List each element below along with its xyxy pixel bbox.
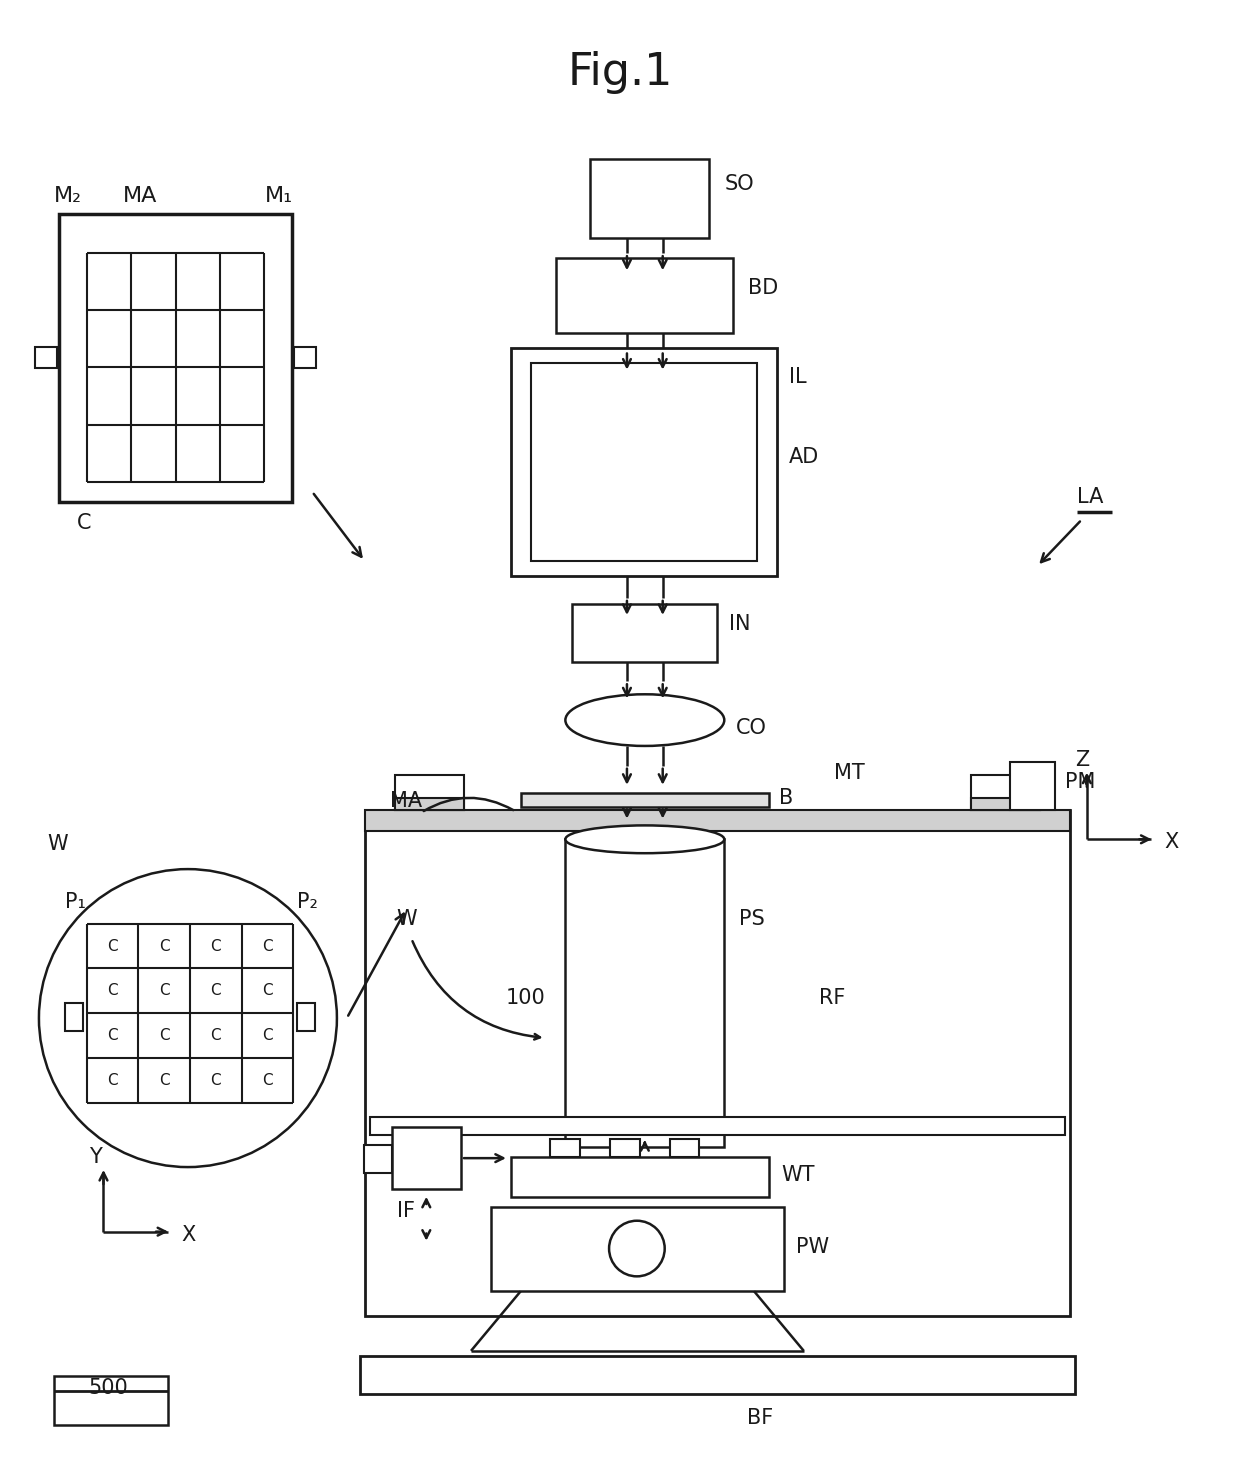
- Text: Z: Z: [1075, 750, 1089, 770]
- Bar: [521, 792, 769, 807]
- Text: C: C: [159, 984, 170, 999]
- Text: W: W: [47, 834, 67, 854]
- Text: C: C: [107, 938, 118, 953]
- Text: PW: PW: [796, 1236, 828, 1256]
- Text: LA: LA: [1076, 486, 1104, 507]
- Text: C: C: [77, 514, 92, 533]
- Text: C: C: [107, 984, 118, 999]
- Bar: [64, 1003, 83, 1031]
- Bar: [573, 604, 718, 661]
- Text: AD: AD: [789, 446, 820, 467]
- Text: C: C: [262, 1028, 273, 1043]
- Text: C: C: [262, 984, 273, 999]
- Text: C: C: [262, 1072, 273, 1087]
- Text: BF: BF: [748, 1408, 774, 1429]
- Bar: [363, 1145, 392, 1173]
- Text: MT: MT: [833, 763, 864, 782]
- Bar: [35, 346, 57, 368]
- Bar: [551, 1139, 580, 1158]
- Text: SO: SO: [724, 174, 754, 194]
- Text: C: C: [107, 1072, 118, 1087]
- Text: PM: PM: [1065, 772, 1095, 791]
- Text: X: X: [1164, 832, 1178, 853]
- Text: Fig.1: Fig.1: [568, 52, 672, 94]
- Text: IF: IF: [398, 1200, 415, 1221]
- Text: MA: MA: [389, 791, 422, 810]
- Text: X: X: [181, 1224, 195, 1245]
- Bar: [394, 775, 464, 810]
- Bar: [971, 775, 1040, 810]
- Bar: [491, 1206, 784, 1292]
- Text: IN: IN: [729, 614, 750, 633]
- Text: C: C: [211, 1028, 221, 1043]
- Text: PS: PS: [739, 909, 765, 929]
- Text: C: C: [211, 984, 221, 999]
- Bar: [511, 1158, 769, 1198]
- Circle shape: [609, 1221, 665, 1276]
- Text: MA: MA: [123, 186, 157, 206]
- Text: C: C: [211, 938, 221, 953]
- Bar: [370, 1118, 1065, 1136]
- Bar: [590, 159, 709, 239]
- Bar: [365, 810, 1070, 1315]
- Circle shape: [38, 869, 337, 1167]
- Bar: [610, 1139, 640, 1158]
- Text: 500: 500: [88, 1377, 128, 1398]
- Bar: [557, 258, 733, 333]
- Bar: [294, 346, 316, 368]
- Bar: [58, 214, 293, 502]
- Text: P₁: P₁: [64, 891, 86, 912]
- Text: C: C: [262, 938, 273, 953]
- Bar: [670, 1139, 699, 1158]
- Bar: [360, 1355, 1075, 1393]
- Text: C: C: [107, 1028, 118, 1043]
- Bar: [53, 1376, 169, 1426]
- Text: C: C: [159, 938, 170, 953]
- Ellipse shape: [565, 694, 724, 745]
- Text: P₂: P₂: [298, 891, 319, 912]
- Bar: [971, 797, 1040, 810]
- Text: 100: 100: [506, 988, 546, 1008]
- Text: BD: BD: [748, 278, 779, 298]
- Bar: [394, 797, 464, 810]
- Text: C: C: [159, 1072, 170, 1087]
- Text: Y: Y: [89, 1147, 102, 1167]
- Text: B: B: [779, 788, 794, 807]
- Bar: [392, 1127, 461, 1189]
- Bar: [298, 1003, 315, 1031]
- Text: C: C: [159, 1028, 170, 1043]
- Bar: [531, 362, 758, 561]
- Text: WT: WT: [781, 1165, 815, 1186]
- Text: M₁: M₁: [264, 186, 293, 206]
- Bar: [511, 348, 777, 576]
- Text: RF: RF: [818, 988, 844, 1008]
- Ellipse shape: [565, 825, 724, 853]
- Bar: [565, 840, 724, 1147]
- Text: C: C: [211, 1072, 221, 1087]
- Text: CO: CO: [737, 717, 768, 738]
- Bar: [1011, 762, 1055, 810]
- Text: W: W: [397, 909, 417, 929]
- Bar: [365, 810, 1070, 831]
- Text: IL: IL: [789, 367, 806, 387]
- Text: M₂: M₂: [53, 186, 82, 206]
